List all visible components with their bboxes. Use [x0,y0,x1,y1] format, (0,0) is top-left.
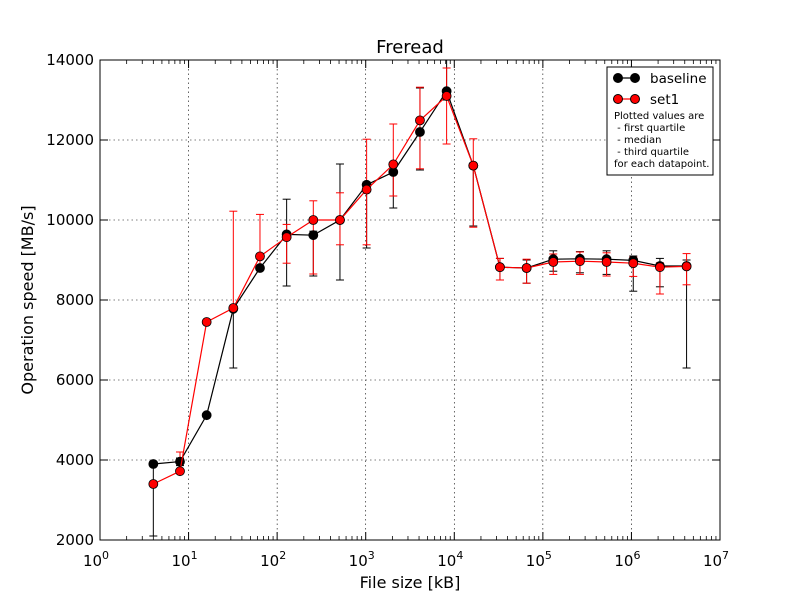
data-point-set1 [681,261,692,272]
data-point-set1 [388,159,399,170]
data-point-set1 [655,262,665,273]
data-point-baseline [255,263,265,273]
data-point-set1 [575,256,585,267]
legend: baseline set1 Plotted values are - first… [606,66,714,176]
x-tick-label-exponent: 1 [191,549,198,562]
x-tick-label-exponent: 7 [722,549,729,562]
data-point-set1 [201,317,212,327]
legend-label-baseline: baseline [650,71,707,87]
data-point-set1 [255,251,265,262]
data-point-set1 [148,479,159,489]
legend-note-line: - median [614,135,661,146]
y-tick-label: 6000 [56,371,94,389]
y-tick-label: 2000 [56,531,94,549]
x-tick-label-exponent: 0 [102,549,109,562]
data-point-baseline [148,459,159,469]
y-tick-label: 10000 [46,211,94,229]
y-tick-label: 4000 [56,451,94,469]
legend-marker-set1 [630,94,640,104]
data-point-set1 [521,263,532,273]
y-tick-label: 8000 [56,291,94,309]
legend-note-line: - first quartile [614,123,685,134]
legend-marker-baseline [630,73,640,83]
y-tick-label: 12000 [46,131,94,149]
legend-note-line: Plotted values are [614,111,704,122]
data-series [148,86,692,489]
data-point-set1 [308,215,319,225]
legend-note-line: for each datapoint. [614,159,709,170]
data-point-set1 [361,184,372,195]
x-tick-label-exponent: 6 [633,549,640,562]
data-point-set1 [628,258,639,269]
chart-title: Freread [376,37,444,58]
x-tick-label-exponent: 4 [456,549,463,562]
data-point-set1 [468,160,479,171]
data-point-baseline [308,230,319,241]
y-axis-label: Operation speed [MB/s] [18,205,37,394]
y-tick-labels: 2000 4000 6000 8000 10000 12000 14000 [46,51,94,549]
data-point-baseline [175,456,185,467]
legend-label-set1: set1 [650,92,679,108]
data-point-set1 [415,115,425,126]
data-point-set1 [228,303,239,313]
data-point-set1 [335,215,345,225]
data-point-set1 [441,91,452,101]
data-point-baseline [201,410,212,421]
x-tick-label-exponent: 2 [279,549,286,562]
legend-box [606,66,714,176]
data-point-set1 [548,257,559,267]
x-tick-label-exponent: 5 [545,549,552,562]
legend-marker-set1 [613,94,623,104]
data-point-set1 [601,257,612,267]
data-point-set1 [495,262,505,273]
data-point-baseline [415,127,425,137]
grid-lines [100,60,720,540]
axis-ticks [99,59,721,541]
legend-marker-baseline [613,73,623,83]
data-point-set1 [175,466,185,477]
x-tick-label-exponent: 3 [368,549,375,562]
x-axis-label: File size [kB] [360,573,461,592]
legend-note-line: - third quartile [614,147,689,158]
y-tick-label: 14000 [46,51,94,69]
data-point-set1 [281,232,292,243]
